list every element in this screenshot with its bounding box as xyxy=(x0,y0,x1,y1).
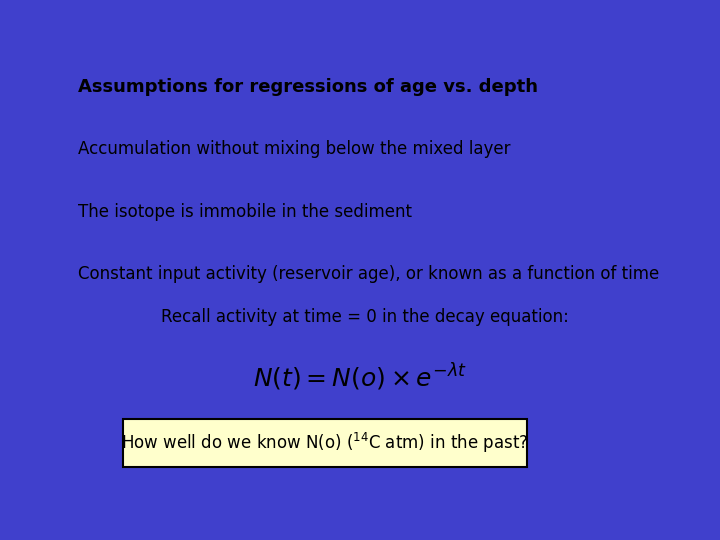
Text: The isotope is immobile in the sediment: The isotope is immobile in the sediment xyxy=(78,202,412,221)
Text: Assumptions for regressions of age vs. depth: Assumptions for regressions of age vs. d… xyxy=(78,78,538,96)
Text: Accumulation without mixing below the mixed layer: Accumulation without mixing below the mi… xyxy=(78,140,510,158)
Text: How well do we know N(o) ($^{14}$C atm) in the past?: How well do we know N(o) ($^{14}$C atm) … xyxy=(121,431,528,455)
FancyBboxPatch shape xyxy=(123,419,526,467)
Text: Recall activity at time = 0 in the decay equation:: Recall activity at time = 0 in the decay… xyxy=(161,308,570,327)
Text: $N(t) = N(o) \times e^{-\lambda t}$: $N(t) = N(o) \times e^{-\lambda t}$ xyxy=(253,361,467,393)
Text: Constant input activity (reservoir age), or known as a function of time: Constant input activity (reservoir age),… xyxy=(78,265,660,283)
